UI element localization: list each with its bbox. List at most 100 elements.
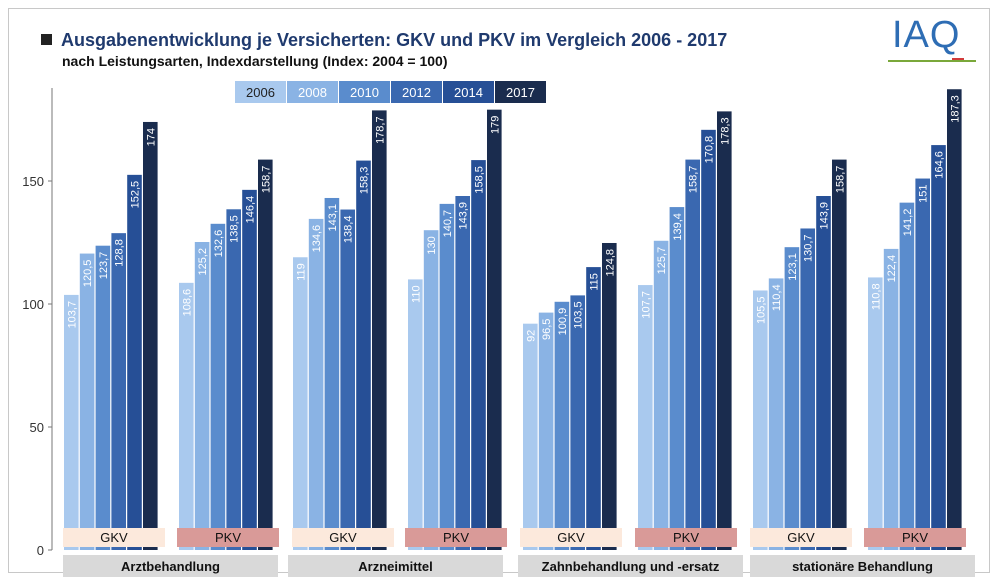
bar-value-label: 140,7	[442, 210, 454, 238]
bar-value-label: 130,7	[803, 234, 815, 262]
bar	[768, 278, 784, 550]
bar-value-label: 143,9	[819, 202, 831, 230]
bar	[143, 121, 158, 551]
bar-value-label: 103,7	[66, 301, 78, 329]
category-label-box	[63, 555, 278, 577]
bar-value-label: 132,6	[213, 230, 225, 258]
legend-swatch	[443, 81, 494, 103]
bar-value-label: 179	[489, 116, 501, 134]
bar-value-label: 122,4	[886, 255, 898, 283]
bar-value-label: 105,5	[755, 296, 767, 324]
bar	[210, 223, 226, 550]
insurer-label-box	[63, 528, 165, 547]
insurer-label-box	[292, 528, 394, 547]
bar-value-label: 125,7	[656, 247, 668, 275]
bar	[701, 129, 716, 550]
bar	[832, 159, 847, 550]
bar	[258, 159, 273, 550]
bar-value-label: 146,4	[245, 196, 257, 224]
category-label-box	[750, 555, 975, 577]
y-tick-label: 0	[37, 543, 44, 558]
title-bullet-icon	[41, 34, 52, 45]
bar	[554, 301, 570, 550]
legend-label: 2008	[298, 85, 327, 100]
legend-swatch	[339, 81, 390, 103]
bar	[523, 323, 538, 550]
insurer-label-box	[177, 528, 279, 547]
bar-value-label: 170,8	[704, 136, 716, 164]
insurer-label: GKV	[787, 530, 815, 545]
bar	[538, 312, 554, 550]
bar	[455, 196, 470, 551]
insurer-label: PKV	[902, 530, 928, 545]
bar	[471, 160, 486, 550]
y-tick-label: 150	[22, 174, 44, 189]
bar	[79, 253, 95, 550]
legend-label: 2006	[246, 85, 275, 100]
bar	[638, 285, 653, 550]
insurer-label-box	[520, 528, 622, 547]
bar-value-label: 108,6	[181, 289, 193, 317]
insurer-label: PKV	[215, 530, 241, 545]
bar-value-label: 119	[295, 263, 307, 281]
bar	[899, 202, 915, 550]
bar-value-label: 139,4	[672, 213, 684, 241]
bar-value-label: 141,2	[902, 209, 914, 237]
bar	[64, 294, 79, 550]
logo-accent	[952, 58, 964, 60]
bar-value-label: 130	[426, 236, 438, 254]
legend-label: 2012	[402, 85, 431, 100]
bar-value-label: 152,5	[130, 181, 142, 209]
bar	[816, 196, 831, 551]
legend-swatch	[391, 81, 442, 103]
bar-value-label: 110,4	[771, 284, 783, 311]
bar-value-label: 110,8	[870, 283, 882, 310]
legend-label: 2017	[506, 85, 535, 100]
bar-value-label: 151	[918, 185, 930, 203]
bar-value-label: 178,7	[374, 116, 386, 144]
bar	[570, 295, 585, 550]
bar	[439, 203, 455, 551]
bar	[111, 233, 126, 551]
bar	[194, 242, 210, 550]
bar	[408, 279, 423, 550]
bar	[685, 159, 700, 550]
bar-value-label: 143,9	[458, 202, 470, 230]
bar-value-label: 107,7	[640, 291, 652, 319]
bar	[586, 267, 601, 550]
bar	[669, 207, 685, 551]
bar	[340, 209, 355, 550]
bar	[753, 290, 768, 550]
bar	[423, 230, 439, 550]
insurer-label-box	[405, 528, 507, 547]
bar-value-label: 96,5	[541, 319, 553, 340]
bar-value-label: 100,9	[557, 308, 569, 336]
bar	[784, 247, 800, 550]
bar-value-label: 187,3	[949, 95, 961, 123]
bar-value-label: 138,5	[229, 215, 241, 243]
bar	[95, 245, 111, 550]
bar-value-label: 158,7	[834, 166, 846, 194]
insurer-label: GKV	[100, 530, 128, 545]
legend-swatch	[495, 81, 546, 103]
logo-underline	[888, 60, 976, 62]
logo-text: IAQ	[892, 14, 961, 56]
bar-value-label: 120,5	[82, 260, 94, 288]
bar	[883, 248, 899, 550]
bar-value-label: 158,7	[688, 166, 700, 194]
insurer-label: PKV	[673, 530, 699, 545]
bar	[915, 178, 930, 551]
insurer-label-box	[750, 528, 852, 547]
category-label: Arztbehandlung	[121, 559, 220, 574]
category-label: Zahnbehandlung und -ersatz	[542, 559, 720, 574]
iaq-logo: IAQ	[888, 14, 976, 66]
bar-value-label: 158,5	[474, 166, 486, 194]
bar-value-label: 128,8	[114, 239, 126, 267]
bar-value-label: 103,5	[573, 301, 585, 329]
bar	[372, 110, 387, 550]
bar-value-label: 158,3	[359, 167, 371, 195]
legend-swatch	[287, 81, 338, 103]
insurer-label: GKV	[329, 530, 357, 545]
bar	[226, 209, 241, 551]
bar-value-label: 164,6	[934, 151, 946, 179]
